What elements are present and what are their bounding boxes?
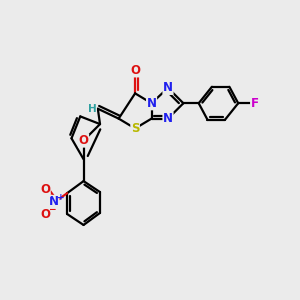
Text: N: N [49, 195, 59, 208]
Text: N: N [163, 81, 173, 94]
Text: S: S [131, 122, 140, 135]
Text: +: + [57, 193, 64, 202]
Text: O: O [79, 134, 88, 147]
Text: −: − [48, 205, 56, 214]
Text: N: N [163, 112, 173, 125]
Text: H: H [88, 104, 97, 114]
Text: O: O [130, 64, 140, 77]
Text: O: O [40, 183, 50, 196]
Text: N: N [147, 97, 157, 110]
Text: F: F [250, 97, 259, 110]
Text: O: O [40, 208, 50, 220]
